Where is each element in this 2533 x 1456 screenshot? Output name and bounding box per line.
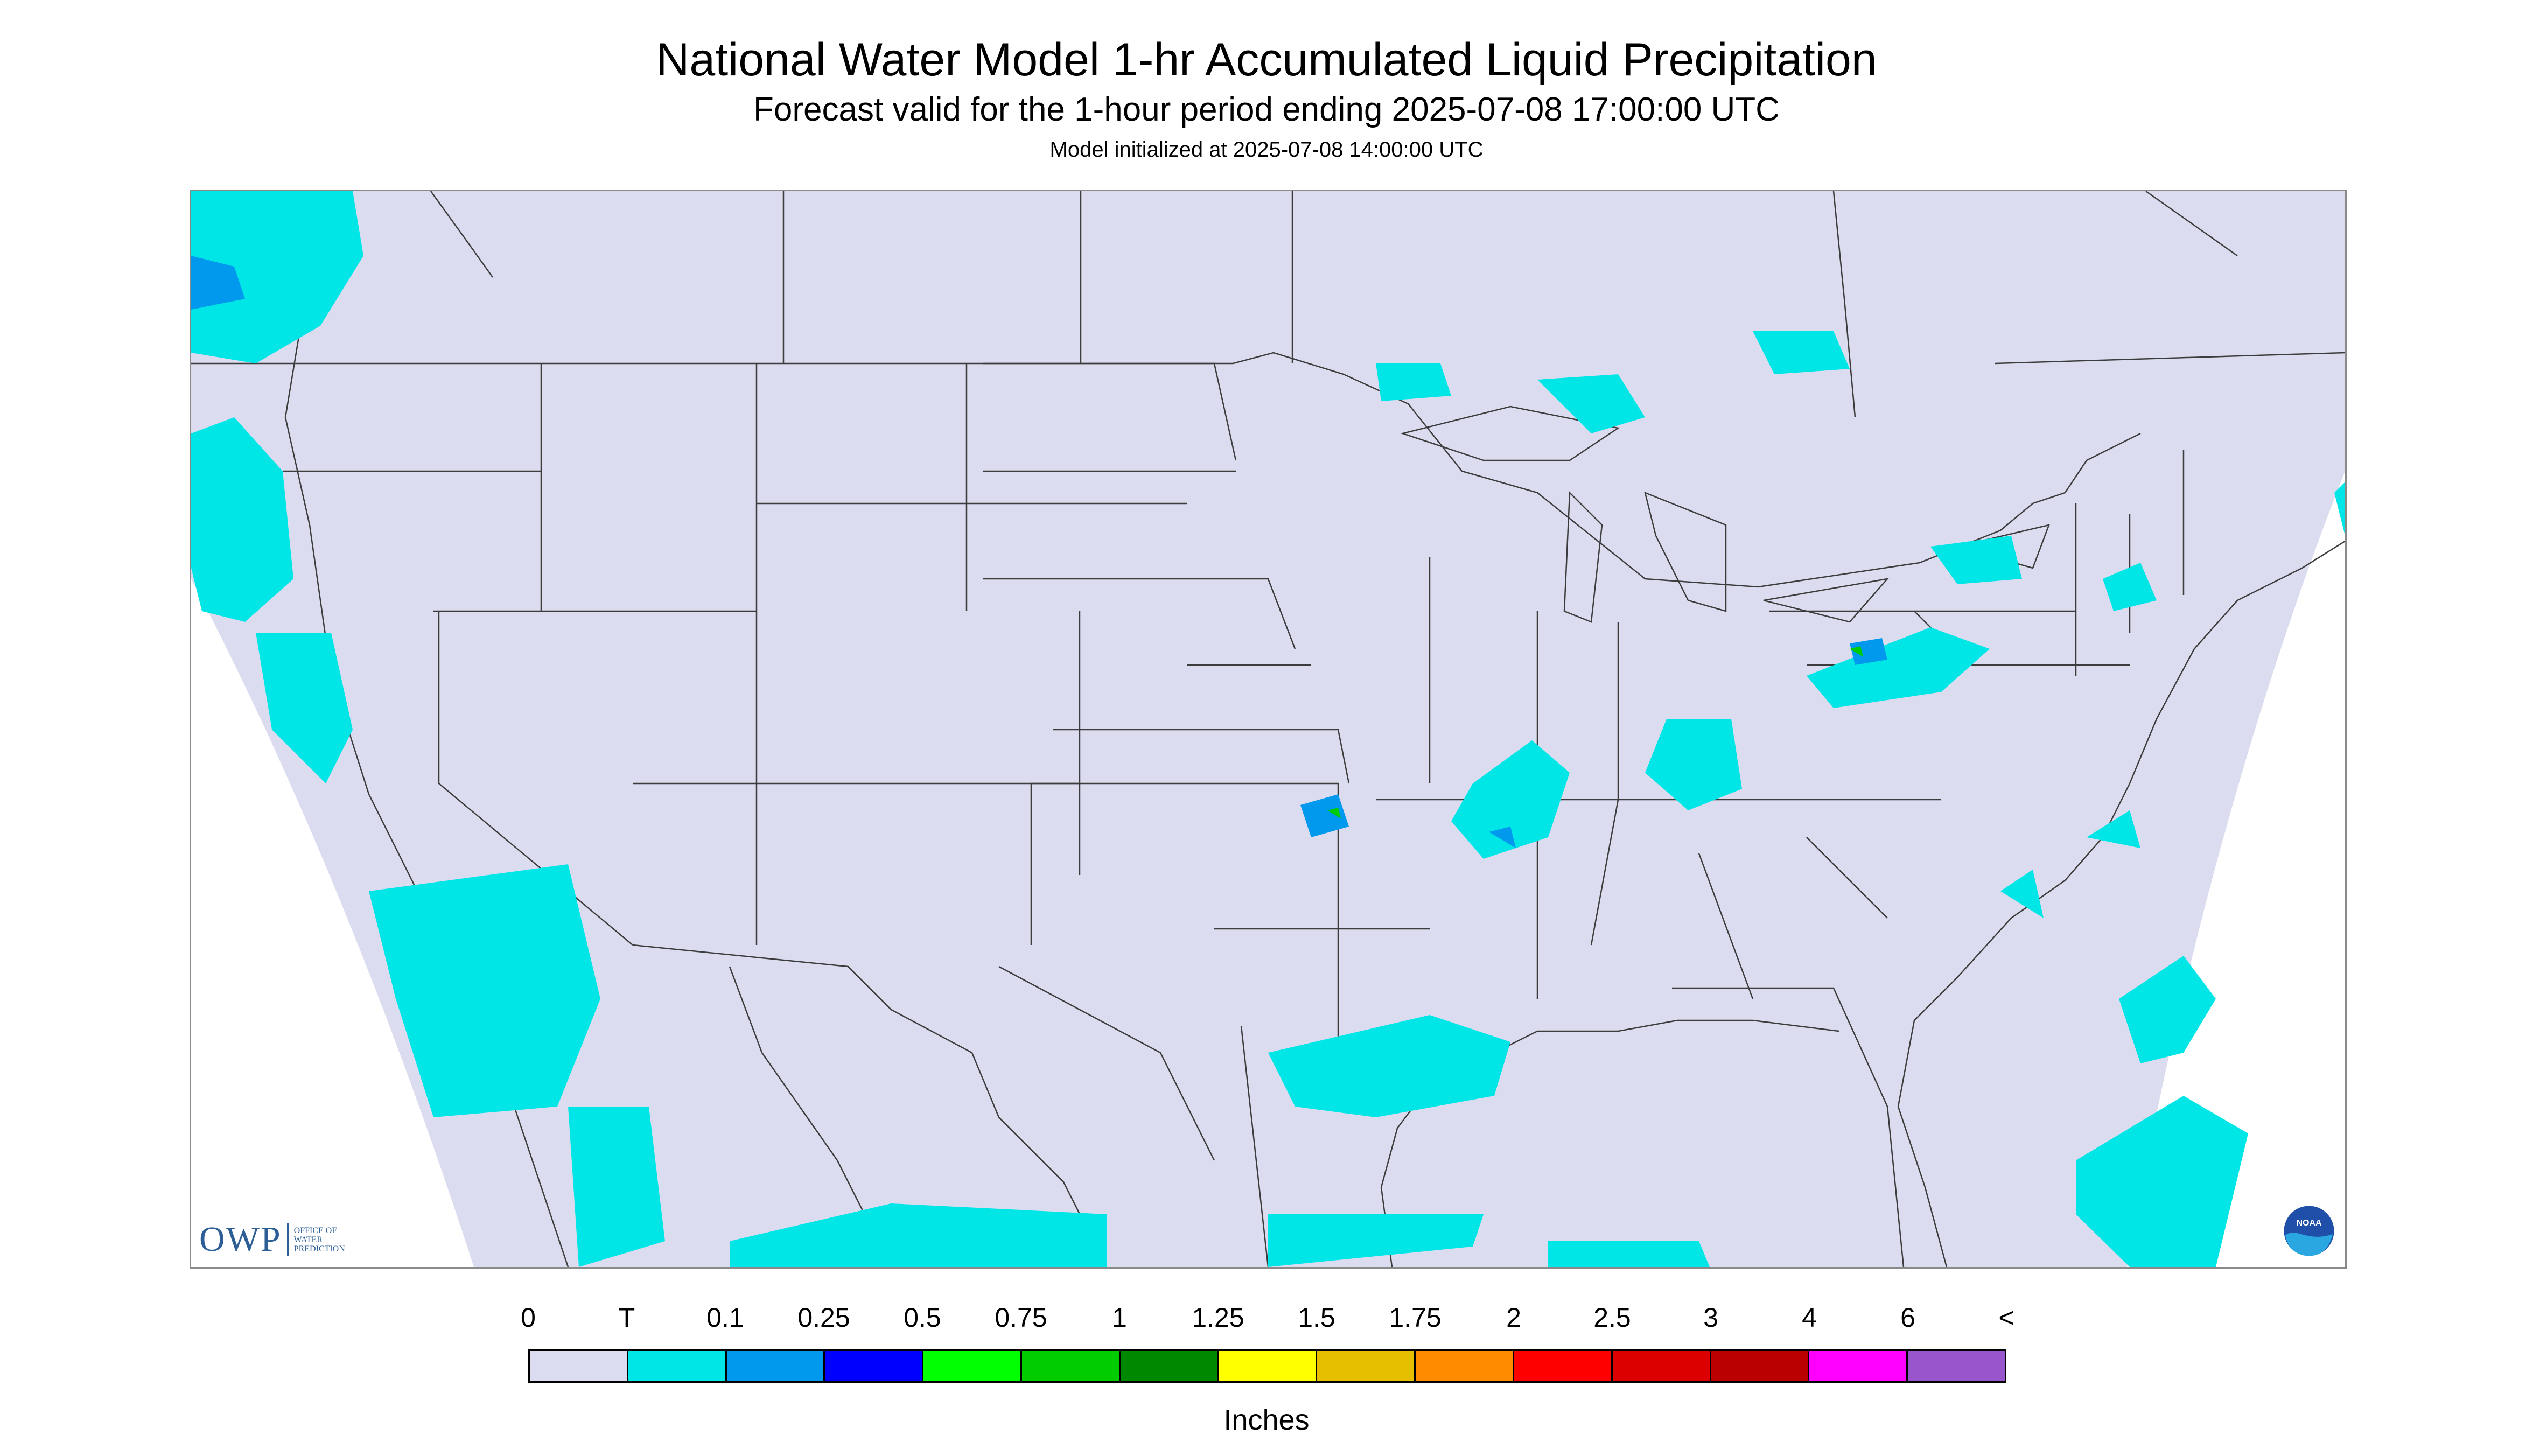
state-lines-plains [983,362,1430,1053]
precip-moderate [1327,646,1863,818]
legend-label: 1.5 [1298,1303,1335,1333]
legend-label: 2.5 [1593,1303,1631,1333]
legend-swatch [1416,1351,1514,1381]
legend-swatch [726,1351,825,1381]
forecast-valid-subtitle: Forecast valid for the 1-hour period end… [753,91,1780,128]
noaa-logo-text: NOAA [2296,1219,2322,1228]
legend-swatch [1908,1351,2005,1381]
legend-swatch [825,1351,924,1381]
legend-swatch [1514,1351,1613,1381]
legend-swatch [1120,1351,1219,1381]
legend-label: 0.1 [706,1303,744,1333]
legend-label: 1 [1112,1303,1127,1333]
legend-units: Inches [1223,1404,1310,1436]
legend-label: 6 [1900,1303,1915,1333]
legend-label: 2 [1506,1303,1521,1333]
legend-swatch [1021,1351,1121,1381]
legend-swatch [1612,1351,1711,1381]
noaa-logo: NOAA [2282,1204,2336,1258]
precip-light [191,256,1887,848]
map-title: National Water Model 1-hr Accumulated Li… [656,34,1877,86]
legend-swatch [1809,1351,1908,1381]
legend-swatch [923,1351,1022,1381]
state-lines-east [1376,557,1941,1267]
mexico-lines [632,944,1269,1267]
model-init-text: Model initialized at 2025-07-08 14:00:00… [1049,138,1484,162]
legend-label: 4 [1802,1303,1817,1333]
great-lakes [1400,405,2050,623]
canada-border [191,352,2141,588]
legend-swatch [530,1351,628,1381]
legend-label: 0.25 [797,1303,850,1333]
gulf-coast [1380,1019,1839,1267]
canada-province-lines [430,191,2345,418]
legend-label: 3 [1703,1303,1718,1333]
precip-trace [191,191,2345,1267]
state-lines-west [283,363,1187,946]
owp-logo-letters: OWP [199,1220,282,1259]
owp-logo-separator [286,1223,289,1256]
east-coast [1897,540,2345,1267]
legend-label: < [1998,1303,2014,1333]
legend-color-bar [528,1349,2006,1383]
legend-label: T [618,1303,635,1333]
legend-label: 0.75 [995,1303,1047,1333]
precipitation-map [190,190,2347,1269]
legend-swatch [1317,1351,1416,1381]
legend-swatch [1711,1351,1810,1381]
legend-swatch [628,1351,727,1381]
legend-label: 1.25 [1192,1303,1244,1333]
legend-label: 0.5 [904,1303,941,1333]
owp-logo-text: OFFICE OF WATER PREDICTION [293,1226,345,1254]
legend-swatch [1219,1351,1318,1381]
legend-label: 0 [521,1303,536,1333]
legend-label: 1.75 [1389,1303,1442,1333]
owp-logo: OWP OFFICE OF WATER PREDICTION [199,1218,345,1261]
map-canvas [191,191,2345,1267]
